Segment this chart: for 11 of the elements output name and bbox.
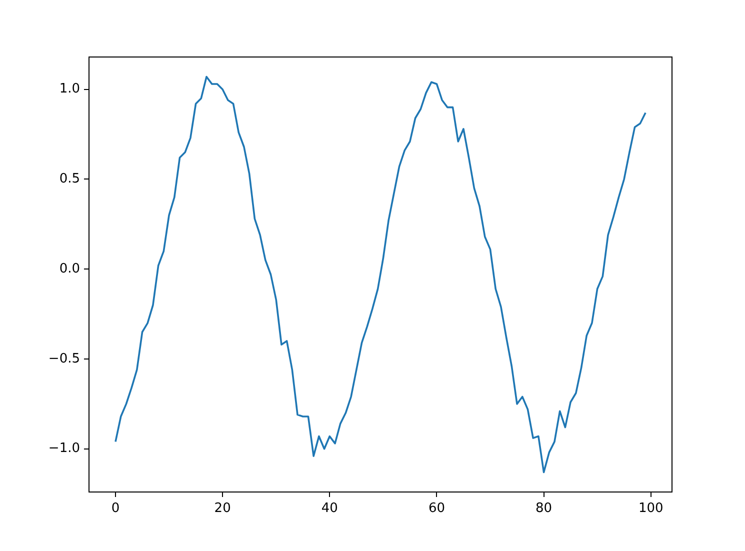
x-tick-label: 0 [111, 501, 120, 516]
y-tick-label: 0.0 [59, 261, 80, 276]
y-tick-label: −0.5 [48, 351, 80, 366]
x-tick-label: 40 [321, 501, 338, 516]
x-tick-label: 60 [428, 501, 445, 516]
x-tick-label: 100 [638, 501, 664, 516]
y-tick-label: 0.5 [59, 172, 80, 187]
y-tick-label: −1.0 [48, 441, 80, 456]
x-tick-label: 20 [214, 501, 231, 516]
y-tick-label: 1.0 [59, 82, 80, 97]
x-tick-label: 80 [536, 501, 552, 516]
